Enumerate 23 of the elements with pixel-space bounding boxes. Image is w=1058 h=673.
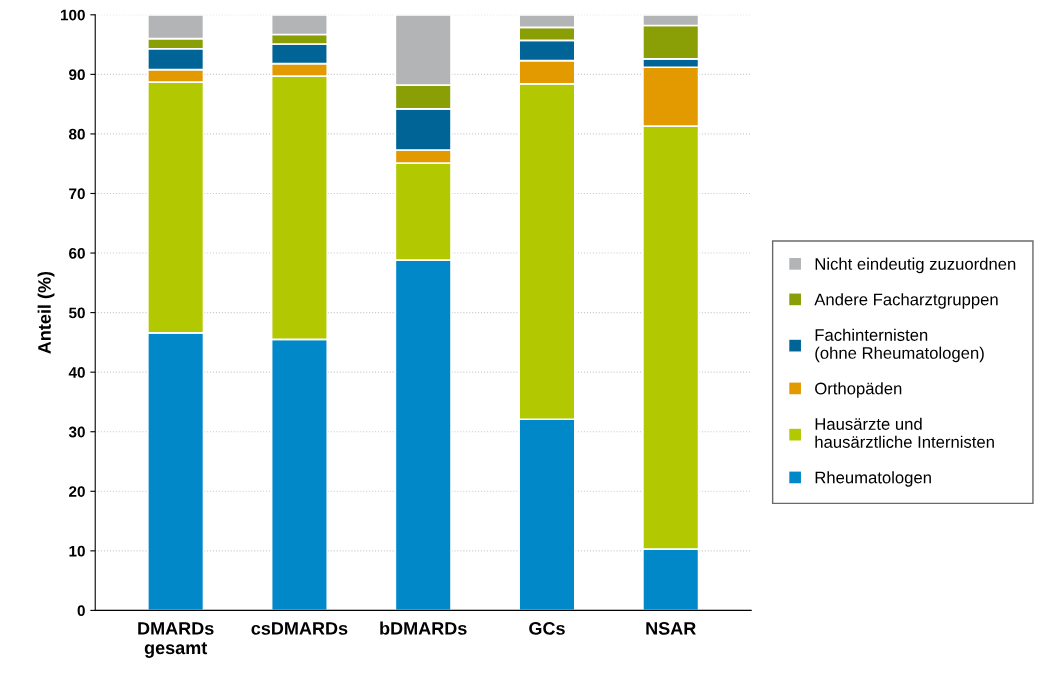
x-tick-label: NSAR [646, 622, 696, 635]
legend-label: Nicht eindeutig zuzuordnen [815, 257, 1016, 274]
y-tick-label: 30 [68, 426, 85, 438]
legend-label: Hausärzte und hausärztliche Internisten [815, 417, 994, 448]
legend-label: Andere Facharztgruppen [814, 293, 998, 309]
y-tick-label: 60 [69, 247, 85, 259]
y-tick-label: 50 [68, 307, 85, 319]
y-tick-label: 40 [68, 367, 85, 378]
y-tick-label: 10 [69, 545, 85, 557]
y-tick-label: 70 [69, 188, 85, 200]
legend-label: Rheumatologen [815, 471, 931, 487]
x-tick-label: csDMARDs [251, 622, 348, 635]
y-tick-label: 90 [69, 69, 85, 81]
y-tick-label: 20 [69, 486, 85, 497]
legend-label: Fachinternisten (ohne Rheumatologen) [815, 328, 984, 363]
x-tick-label: bDMARDs [380, 621, 467, 635]
y-tick-label: 80 [68, 128, 85, 140]
x-tick-label: GCs [529, 622, 565, 635]
y-axis-title: Anteil (%) [37, 271, 55, 354]
legend-label: Orthopäden [815, 382, 902, 398]
y-tick-label: 100 [60, 9, 85, 21]
y-tick-label: 0 [77, 605, 85, 617]
x-tick-label: DMARDs gesamt [138, 622, 214, 658]
